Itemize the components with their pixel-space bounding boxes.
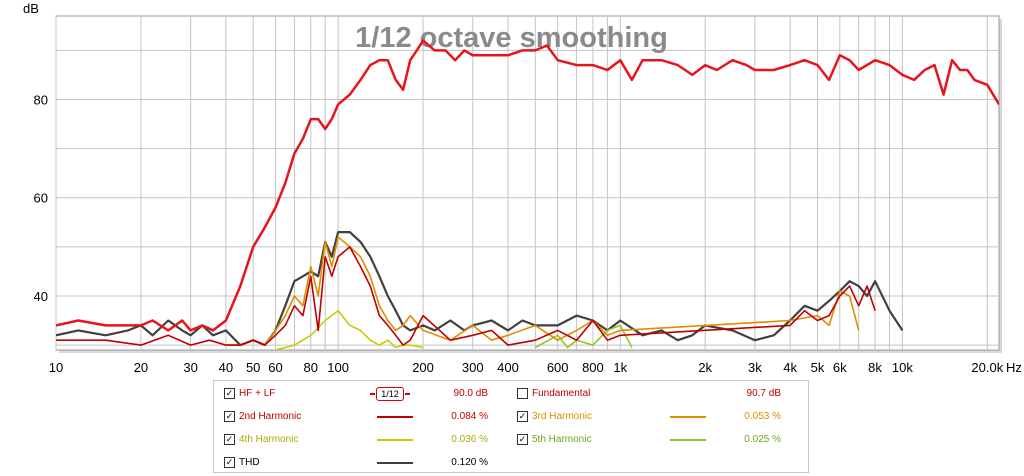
y-axis-label: dB	[23, 1, 39, 16]
smoothing-button[interactable]: 1/12	[370, 387, 410, 401]
legend-swatch	[377, 439, 413, 441]
x-tick-label: 200	[412, 360, 434, 375]
series-line-2nd-harmonic	[56, 246, 876, 346]
x-tick-label: 50	[246, 360, 260, 375]
x-tick-label: 6k	[833, 360, 847, 375]
distortion-chart: 1/12 octave smoothing 40 60 80 dB 10 20 30 40 50 6…	[23, 1, 1022, 375]
legend-swatch	[377, 416, 413, 418]
x-tick-label: 2k	[698, 360, 712, 375]
y-tick-label: 80	[34, 93, 48, 108]
series-line-hf-lf	[56, 39, 999, 332]
legend-row: ✓ 4th Harmonic 0.036 % ✓ 5th Harmonic 0.025 %	[214, 428, 808, 450]
x-tick-label: 40	[219, 360, 233, 375]
legend-label: Fundamental	[532, 388, 591, 399]
legend-swatch	[377, 462, 413, 464]
legend-label: THD	[239, 457, 260, 468]
x-tick-label: 1k	[613, 360, 627, 375]
legend-value: 0.120 %	[451, 457, 488, 468]
legend-label: 2nd Harmonic	[239, 411, 302, 422]
x-tick-label: 60	[268, 360, 282, 375]
x-tick-label: 300	[462, 360, 484, 375]
legend-checkbox[interactable]: ✓	[517, 434, 528, 445]
series-line-5th-harmonic	[534, 324, 633, 349]
legend-label: 4th Harmonic	[239, 434, 299, 445]
x-tick-label: 400	[497, 360, 519, 375]
x-tick-label: 30	[183, 360, 197, 375]
legend-value: 90.7 dB	[746, 388, 781, 399]
x-tick-label: 600	[547, 360, 569, 375]
legend-value: 0.053 %	[744, 411, 781, 422]
x-tick-label: 10k	[892, 360, 913, 375]
legend-swatch	[670, 439, 706, 441]
x-tick-label: 100	[327, 360, 349, 375]
x-tick-label: 800	[582, 360, 604, 375]
x-axis-unit: Hz	[1006, 360, 1022, 375]
x-tick-label: 8k	[868, 360, 882, 375]
series-group	[56, 39, 999, 350]
legend-checkbox[interactable]: ✓	[224, 434, 235, 445]
y-tick-label: 60	[34, 191, 48, 206]
legend-row: ✓ HF + LF 1/12 90.0 dB Fundamental 90.7 dB	[214, 382, 808, 404]
x-tick-label: 5k	[811, 360, 825, 375]
x-tick-label: 20.0k	[971, 360, 1003, 375]
legend-label: HF + LF	[239, 388, 276, 399]
y-tick-label: 40	[34, 289, 48, 304]
legend-panel: ✓ HF + LF 1/12 90.0 dB Fundamental 90.7 dB ✓ 2n…	[213, 380, 809, 473]
series-line-3rd-harmonic	[225, 236, 860, 346]
plot-area	[55, 15, 1000, 351]
legend-label: 3rd Harmonic	[532, 411, 593, 422]
legend-checkbox[interactable]: ✓	[517, 411, 528, 422]
x-tick-label: 80	[304, 360, 318, 375]
legend-row: ✓ THD 0.120 %	[214, 451, 808, 473]
legend-value: 90.0 dB	[453, 388, 488, 399]
legend-value: 0.036 %	[451, 434, 488, 445]
legend-value: 0.025 %	[744, 434, 781, 445]
legend-checkbox[interactable]: ✓	[224, 411, 235, 422]
legend-checkbox[interactable]: ✓	[224, 457, 235, 468]
legend-checkbox[interactable]	[517, 388, 528, 399]
series-line-4th-harmonic	[275, 309, 424, 350]
x-tick-label: 10	[49, 360, 63, 375]
legend-row: ✓ 2nd Harmonic 0.084 % ✓ 3rd Harmonic 0.053 %	[214, 405, 808, 427]
legend-label: 5th Harmonic	[532, 434, 592, 445]
x-tick-label: 20	[134, 360, 148, 375]
legend-swatch	[670, 416, 706, 418]
x-tick-label: 3k	[748, 360, 762, 375]
series-line-thd	[56, 231, 904, 347]
legend-checkbox[interactable]: ✓	[224, 388, 235, 399]
legend-value: 0.084 %	[451, 411, 488, 422]
x-tick-label: 4k	[783, 360, 797, 375]
chart-title: 1/12 octave smoothing	[355, 22, 668, 54]
